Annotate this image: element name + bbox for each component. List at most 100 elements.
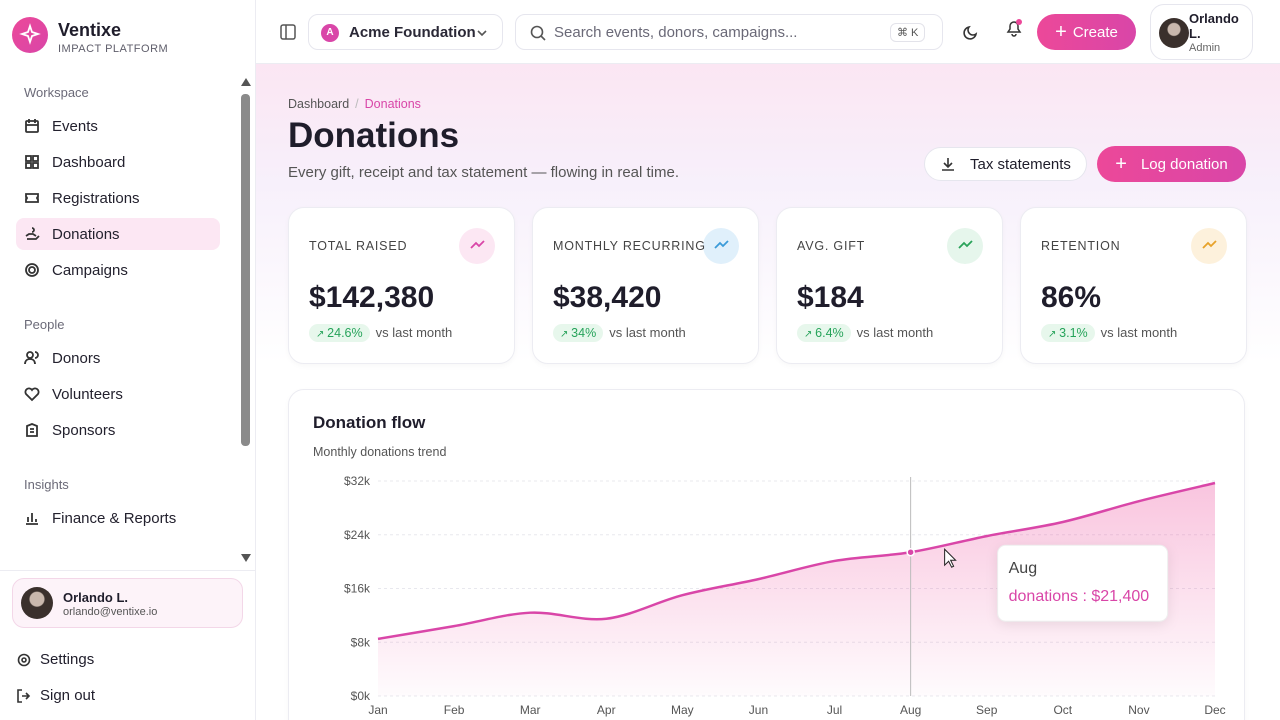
breadcrumb: Dashboard / Donations [288, 97, 421, 111]
nav-label: Dashboard [52, 153, 126, 171]
stat-value: $142,380 [309, 281, 435, 314]
stat-value: 86% [1041, 281, 1102, 314]
user-email: orlando@ventixe.io [63, 606, 158, 618]
y-tick-label: $32k [344, 474, 371, 488]
brand-tagline: IMPACT PLATFORM [58, 43, 169, 55]
page-subtitle: Every gift, receipt and tax statement — … [288, 164, 680, 181]
sidebar-toggle[interactable] [280, 24, 296, 40]
log-donation-button[interactable]: + Log donation [1097, 146, 1246, 182]
stat-note: vs last month [609, 325, 686, 340]
cursor [944, 548, 957, 568]
nav-label: Campaigns [52, 261, 128, 279]
user-name: Orlando L. [63, 590, 128, 605]
log-label: Log donation [1140, 155, 1228, 173]
stat-note: vs last month [856, 325, 934, 340]
topbar-user-role: Admin [1189, 42, 1221, 54]
stat-card: MONTHLY RECURRING $38,420 ↗ 34% vs last mon… [532, 207, 759, 364]
scrollbar[interactable] [240, 74, 252, 568]
stat-change-row: ↗ 24.6% vs last month [309, 324, 452, 342]
settings-label: Settings [40, 651, 95, 668]
search-placeholder: Search events, donors, campaigns... [554, 24, 798, 41]
stat-card: AVG. GIFT $184 ↗ 6.4% vs last month [776, 207, 1003, 364]
stat-icon [459, 228, 495, 264]
theme-toggle[interactable] [963, 24, 979, 40]
nav-item[interactable]: Finance & Reports [16, 502, 220, 534]
x-tick-label: Apr [597, 703, 616, 717]
nav-label: Sponsors [52, 421, 116, 439]
signout-link[interactable]: Sign out [16, 687, 95, 704]
stat-icon [947, 228, 983, 264]
nav-label: Registrations [52, 189, 140, 207]
tax-statements-button[interactable]: Tax statements [924, 147, 1087, 181]
stat-change-value: 6.4% [815, 326, 844, 340]
nav-item[interactable]: Events [16, 110, 220, 142]
chart-title: Donation flow [313, 413, 426, 432]
nav-item[interactable]: Dashboard [16, 146, 220, 178]
tooltip-title: Aug [1009, 560, 1037, 577]
nav-item[interactable]: Volunteers [16, 378, 220, 410]
stat-change: ↗ 24.6% [309, 324, 370, 342]
nav-item[interactable]: Sponsors [16, 414, 220, 446]
stat-change-value: 3.1% [1059, 326, 1088, 340]
stat-label: AVG. GIFT [797, 239, 866, 253]
main: Dashboard / Donations Donations Every gift… [256, 64, 1280, 720]
nav-item[interactable]: Donations [16, 218, 220, 250]
chart: Donation flow Monthly donations trend $0… [313, 413, 1226, 717]
breadcrumb-item[interactable]: Dashboard [288, 97, 350, 111]
shortcut: ⌘ K [890, 23, 926, 42]
nav-item[interactable]: Donors [16, 342, 220, 374]
area [378, 483, 1215, 696]
x-tick-label: Sep [976, 703, 998, 717]
stat-label: TOTAL RAISED [309, 239, 408, 253]
x-tick-label: Jun [749, 703, 768, 717]
stat-change: ↗ 6.4% [797, 324, 851, 342]
tooltip-text: donations : $21,400 [1009, 588, 1150, 605]
nav-label: Finance & Reports [52, 509, 177, 527]
nav-label: Donations [52, 225, 120, 243]
notifications[interactable] [1004, 18, 1024, 38]
org-name: Acme Foundation [349, 24, 476, 41]
user-card[interactable]: Orlando L. orlando@ventixe.io [12, 578, 243, 628]
y-tick-label: $24k [344, 528, 371, 542]
stat-change: ↗ 3.1% [1041, 324, 1095, 342]
y-tick-label: $8k [351, 635, 371, 649]
stat-card: RETENTION 86% ↗ 3.1% vs last month [1020, 207, 1247, 364]
org-switcher[interactable]: A Acme Foundation [308, 14, 503, 50]
stat-value: $38,420 [553, 281, 662, 314]
sidebar: Ventixe IMPACT PLATFORM Workspace Events D… [0, 0, 256, 720]
hover-point [906, 547, 915, 557]
stat-change: ↗ 34% [553, 324, 604, 342]
x-tick-label: May [671, 703, 694, 717]
y-tick-label: $16k [344, 582, 371, 596]
line [377, 481, 1216, 641]
stat-note: vs last month [375, 325, 453, 340]
nav-label: Volunteers [52, 385, 123, 403]
x-tick-label: Nov [1128, 703, 1149, 717]
y-tick-label: $0k [351, 689, 371, 703]
stat-note: vs last month [1100, 325, 1178, 340]
nav-item[interactable]: Campaigns [16, 254, 220, 286]
nav-section-title: Workspace [24, 85, 89, 100]
topbar: A Acme Foundation Search events, donors,… [256, 0, 1280, 64]
x-tick-label: Dec [1204, 703, 1225, 717]
breadcrumb-current: Donations [364, 97, 421, 111]
settings-link[interactable]: Settings [16, 651, 94, 668]
tooltip [997, 544, 1169, 622]
page-title: Donations [288, 116, 460, 155]
x-tick-label: Jul [827, 703, 842, 717]
stat-change-row: ↗ 34% vs last month [553, 324, 686, 342]
signout-label: Sign out [40, 687, 96, 704]
stat-icon [1191, 228, 1227, 264]
nav-section-title: Insights [24, 477, 69, 492]
x-tick-label: Feb [444, 703, 465, 717]
create-label: Create [1072, 23, 1118, 41]
stat-change-row: ↗ 3.1% vs last month [1041, 324, 1177, 342]
stat-label: MONTHLY RECURRING [553, 239, 706, 253]
search[interactable]: Search events, donors, campaigns... ⌘ K [515, 14, 943, 50]
user-menu[interactable]: Orlando L. Admin [1150, 4, 1253, 60]
create-button[interactable]: + Create [1037, 14, 1136, 50]
nav-item[interactable]: Registrations [16, 182, 220, 214]
stat-label: RETENTION [1041, 239, 1121, 253]
stat-change-value: 34% [571, 326, 597, 340]
